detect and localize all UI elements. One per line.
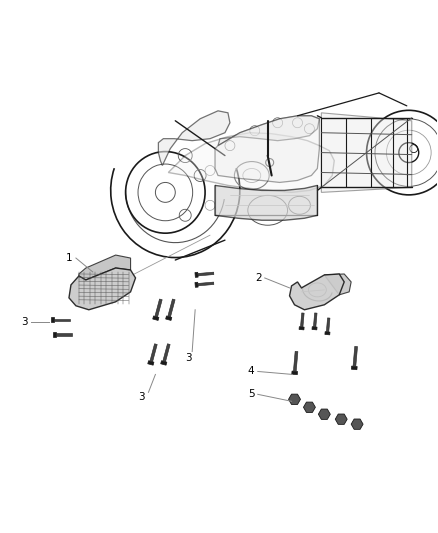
Polygon shape [215, 116, 319, 182]
Polygon shape [198, 282, 214, 286]
Polygon shape [79, 255, 131, 280]
Polygon shape [304, 402, 315, 413]
Polygon shape [148, 361, 154, 365]
Polygon shape [325, 332, 330, 335]
Polygon shape [318, 409, 330, 419]
Polygon shape [351, 419, 363, 430]
Text: 3: 3 [185, 352, 192, 362]
Polygon shape [195, 272, 198, 277]
Polygon shape [69, 268, 135, 310]
Polygon shape [51, 317, 54, 322]
Polygon shape [54, 319, 70, 321]
Polygon shape [163, 344, 170, 362]
Polygon shape [150, 344, 157, 362]
Polygon shape [314, 313, 317, 327]
Polygon shape [326, 318, 330, 332]
Polygon shape [56, 334, 72, 336]
Text: 2: 2 [255, 273, 261, 283]
Text: 4: 4 [248, 367, 254, 376]
Polygon shape [166, 316, 172, 320]
Polygon shape [215, 185, 318, 220]
Polygon shape [168, 299, 175, 317]
Polygon shape [155, 299, 162, 317]
Text: 3: 3 [138, 392, 145, 402]
Polygon shape [324, 274, 351, 295]
Polygon shape [53, 332, 56, 337]
Polygon shape [321, 113, 412, 192]
Polygon shape [290, 274, 344, 310]
Text: 1: 1 [66, 253, 73, 263]
Polygon shape [218, 116, 319, 146]
Polygon shape [351, 366, 357, 370]
Polygon shape [299, 327, 304, 330]
Polygon shape [300, 313, 304, 327]
Polygon shape [292, 371, 297, 375]
Text: 3: 3 [21, 317, 28, 327]
Polygon shape [195, 282, 198, 287]
Polygon shape [168, 133, 334, 192]
Polygon shape [312, 327, 317, 330]
Polygon shape [198, 272, 214, 276]
Polygon shape [159, 111, 230, 166]
Polygon shape [353, 346, 357, 366]
Text: 5: 5 [248, 389, 254, 399]
Polygon shape [289, 394, 300, 405]
Polygon shape [153, 316, 159, 320]
Polygon shape [161, 361, 167, 365]
Polygon shape [335, 414, 347, 424]
Polygon shape [293, 351, 298, 372]
